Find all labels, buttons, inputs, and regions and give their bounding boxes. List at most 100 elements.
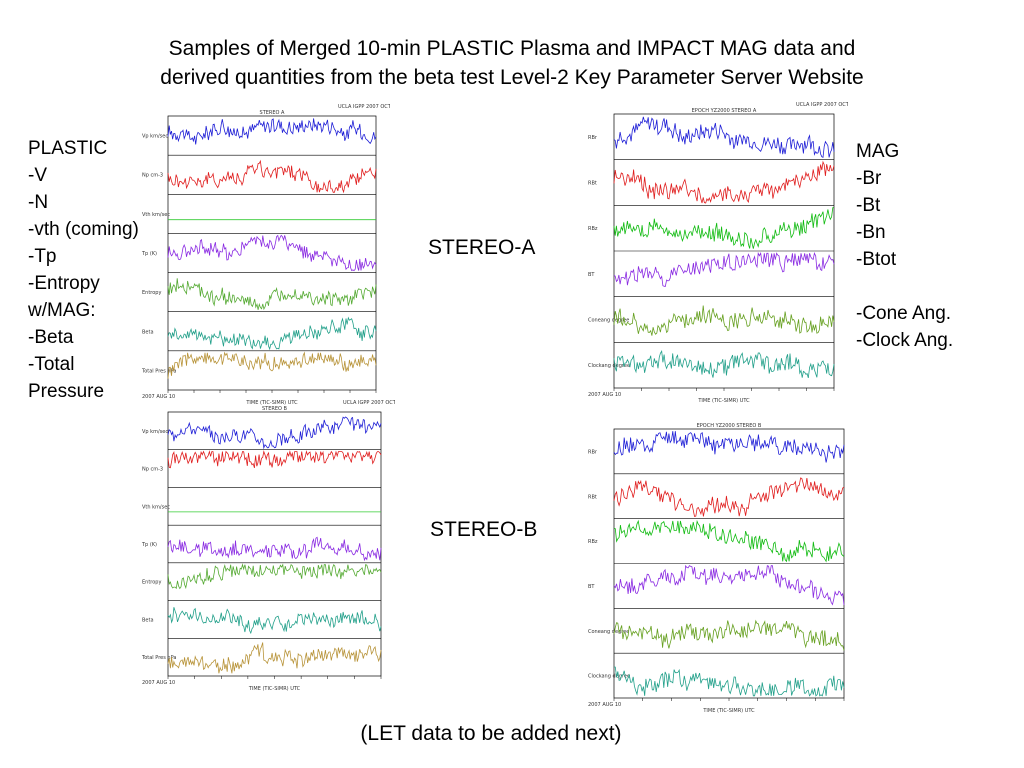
panel-label: RBz xyxy=(588,226,598,232)
panel-trace xyxy=(613,305,835,336)
panel-label: Entropy xyxy=(142,580,161,586)
panel-trace xyxy=(167,278,377,311)
panel-label: RBt xyxy=(588,181,597,187)
plot-header: UCLA IGPP 2007 OCT 22 xyxy=(796,102,848,108)
panel-label: RBz xyxy=(588,539,598,545)
panel-trace xyxy=(613,160,835,204)
plastic-item: -Beta xyxy=(28,327,74,348)
panel-label: Vp km/sec xyxy=(142,134,168,140)
plastic-item: PLASTIC xyxy=(28,138,108,159)
panel-trace xyxy=(167,450,382,469)
stereo-b-plasma-plot: UCLA IGPP 2007 OCT 23 STEREO B Vp km/sec Np… xyxy=(140,398,395,698)
panel-trace xyxy=(613,116,835,159)
plot-xlabel: TIME (TIC-SIMR) UTC xyxy=(702,708,755,714)
panel-label: BT xyxy=(588,584,595,590)
stereo-a-mag-plot: UCLA IGPP 2007 OCT 22 EPOCH YZ2000 STEREO… xyxy=(586,100,848,410)
mag-item xyxy=(856,273,953,300)
plastic-parameter-list: PLASTIC -V -N -vth (coming) -Tp -Entropy… xyxy=(28,135,139,405)
stereo-b-mag-plot: EPOCH YZ2000 STEREO B RBr RBt RBz BT Coneang … xyxy=(586,415,858,720)
stereo-b-label: STEREO-B xyxy=(430,518,538,541)
footer-note: (LET data to be added next) xyxy=(360,722,622,745)
mag-item: -Cone Ang. xyxy=(856,303,952,324)
panel-trace xyxy=(167,607,382,635)
panel-trace xyxy=(167,159,377,194)
panel-label: Total Pres nPa xyxy=(141,368,176,374)
panel-label: Np cm-3 xyxy=(142,467,163,473)
panel-label: Np cm-3 xyxy=(142,173,163,179)
plot-header: UCLA IGPP 2007 OCT 23 xyxy=(343,400,395,406)
plot-title: STEREO B xyxy=(262,406,288,412)
panel-trace xyxy=(167,234,377,272)
plastic-item: -vth (coming) xyxy=(28,219,139,240)
plot-xlabel: TIME (TIC-SIMR) UTC xyxy=(697,398,750,404)
plot-header: UCLA IGPP 2007 OCT 23 xyxy=(338,104,390,110)
slide-title: Samples of Merged 10-min PLASTIC Plasma … xyxy=(0,34,1024,92)
plot-date: 2007 AUG 10 xyxy=(142,680,175,686)
mag-item: MAG xyxy=(856,141,900,162)
panel-trace xyxy=(167,563,382,590)
panel-label: Coneang degree xyxy=(588,629,629,635)
plastic-item: -V xyxy=(28,165,47,186)
panel-label: Total Pres nPa xyxy=(141,655,176,661)
plot-date: 2007 AUG 10 xyxy=(142,394,175,400)
panel-trace xyxy=(167,118,377,145)
panel-trace xyxy=(613,564,845,606)
plastic-item: -N xyxy=(28,192,49,213)
plastic-item: Pressure xyxy=(28,381,105,402)
plot-date: 2007 AUG 10 xyxy=(588,392,621,398)
panel-trace xyxy=(613,619,845,651)
mag-item: -Bn xyxy=(856,222,886,243)
panel-trace xyxy=(613,349,835,379)
plot-frame xyxy=(167,115,377,391)
panel-label: Clockang degree xyxy=(588,363,630,369)
panel-label: RBr xyxy=(588,135,598,141)
panel-trace xyxy=(613,431,845,463)
panel-label: Beta xyxy=(142,329,154,335)
panel-label: Vth km/sec xyxy=(142,212,170,218)
panel-label: RBt xyxy=(588,494,597,500)
plastic-item: -Tp xyxy=(28,246,57,267)
panel-trace xyxy=(167,351,377,379)
mag-item: -Bt xyxy=(856,195,881,216)
panel-label: BT xyxy=(588,272,595,278)
plot-title: EPOCH YZ2000 STEREO A xyxy=(692,108,757,114)
panel-label: Entropy xyxy=(142,290,161,296)
panel-label: Vth km/sec xyxy=(142,504,170,510)
plot-title: STEREO A xyxy=(260,110,286,116)
panel-trace xyxy=(167,536,382,562)
panel-label: Tp (K) xyxy=(141,542,157,548)
title-line-2: derived quantities from the beta test Le… xyxy=(160,66,864,89)
plot-svg: UCLA IGPP 2007 OCT 23 STEREO A Vp km/sec Np… xyxy=(141,104,390,406)
plot-xlabel: TIME (TIC-SIMR) UTC xyxy=(245,400,298,406)
mag-item: -Btot xyxy=(856,249,897,270)
panel-trace xyxy=(613,477,845,517)
panel-label: Vp km/sec xyxy=(142,429,168,435)
panel-label: Clockang degree xyxy=(588,674,630,680)
plastic-item: -Entropy xyxy=(28,273,100,294)
panel-trace xyxy=(167,642,382,674)
plot-date: 2007 AUG 10 xyxy=(588,702,621,708)
title-line-1: Samples of Merged 10-min PLASTIC Plasma … xyxy=(168,37,856,60)
plot-frame xyxy=(167,411,382,677)
plot-title: EPOCH YZ2000 STEREO B xyxy=(697,423,762,429)
panel-label: Beta xyxy=(142,617,154,623)
plot-svg: EPOCH YZ2000 STEREO B RBr RBt RBz BT Coneang … xyxy=(588,423,845,714)
panel-trace xyxy=(613,251,835,287)
panel-trace xyxy=(613,519,845,563)
panel-trace xyxy=(613,666,845,697)
stereo-a-plasma-plot: UCLA IGPP 2007 OCT 23 STEREO A Vp km/sec Np… xyxy=(140,102,390,412)
panel-label: Tp (K) xyxy=(141,251,157,257)
plot-svg: UCLA IGPP 2007 OCT 23 STEREO B Vp km/sec Np… xyxy=(141,400,395,692)
panel-label: RBr xyxy=(588,449,598,455)
mag-item: -Br xyxy=(856,168,882,189)
plastic-item: -Total xyxy=(28,354,75,375)
panel-trace xyxy=(167,316,377,351)
mag-parameter-list: MAG -Br -Bt -Bn -Btot -Cone Ang. -Clock … xyxy=(856,138,953,354)
panel-label: Coneang degree xyxy=(588,318,629,324)
panel-trace xyxy=(613,207,834,249)
stereo-a-label: STEREO-A xyxy=(428,236,536,259)
panel-trace xyxy=(167,416,382,450)
plot-svg: UCLA IGPP 2007 OCT 22 EPOCH YZ2000 STEREO… xyxy=(588,102,848,404)
plastic-item: w/MAG: xyxy=(28,300,96,321)
mag-item: -Clock Ang. xyxy=(856,330,954,351)
